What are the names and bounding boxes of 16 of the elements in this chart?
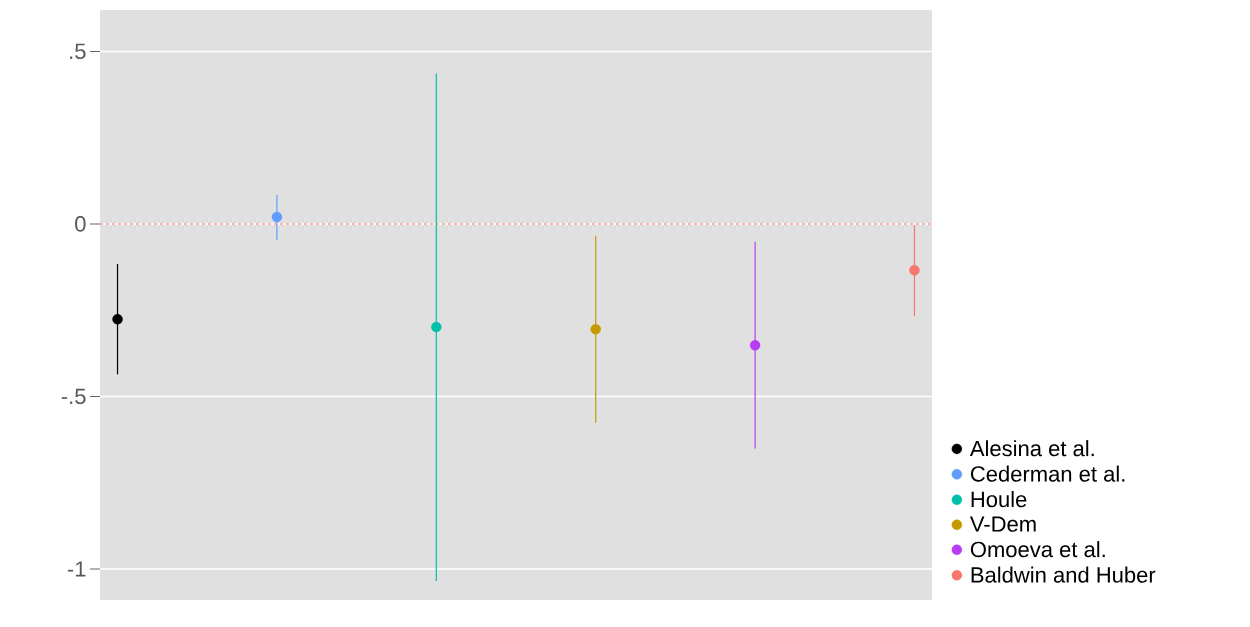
legend-label: Cederman et al. [970, 465, 1125, 482]
y-tick-label: -1 [67, 561, 86, 577]
legend-label: Houle [971, 491, 1027, 508]
legend-label: V-Dem [969, 516, 1036, 532]
legend-label: Baldwin and Huber [971, 566, 1156, 583]
legend-label: Alesina et al. [969, 440, 1094, 457]
y-tick-label: -.5 [61, 388, 86, 405]
point [271, 211, 283, 223]
point [112, 313, 123, 325]
point [431, 321, 442, 333]
legend-label: Omoeva et al. [970, 541, 1105, 558]
y-tick-label: .5 [70, 43, 86, 60]
point [590, 323, 601, 335]
point [909, 264, 920, 276]
point [749, 340, 761, 351]
y-tick-label: 0 [75, 216, 86, 232]
